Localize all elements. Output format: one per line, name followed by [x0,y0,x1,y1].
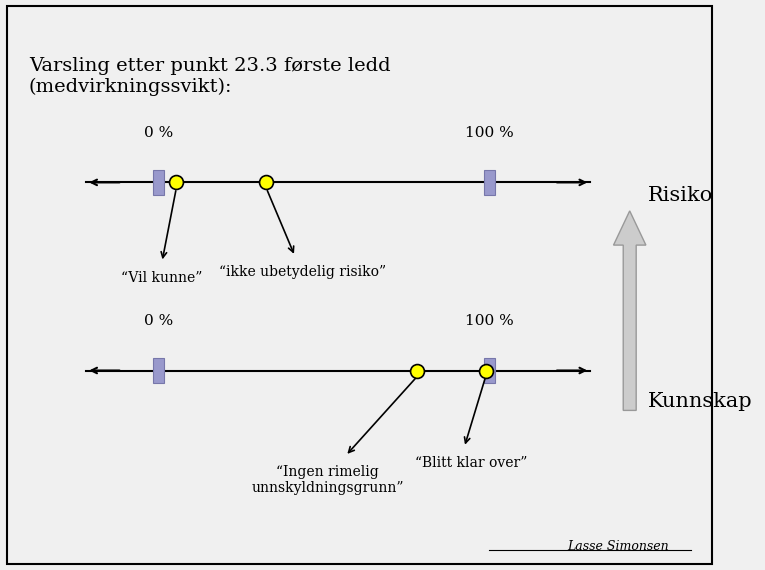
Text: 0 %: 0 % [144,314,173,328]
Bar [483,169,495,195]
Text: “Ingen rimelig
unnskyldningsgrunn”: “Ingen rimelig unnskyldningsgrunn” [251,465,404,495]
FancyArrow shape [614,211,646,410]
Text: Varsling etter punkt 23.3 første ledd
(medvirkningssvikt):: Varsling etter punkt 23.3 første ledd (m… [29,57,390,96]
Bar [483,358,495,384]
Text: Kunnskap: Kunnskap [648,392,752,412]
Text: Lasse Simonsen: Lasse Simonsen [568,540,669,553]
Text: 100 %: 100 % [465,314,514,328]
Text: 100 %: 100 % [465,125,514,140]
Text: 0 %: 0 % [144,125,173,140]
Text: Risiko: Risiko [648,186,713,205]
Bar [152,169,164,195]
Bar [152,358,164,384]
Text: “Blitt klar over”: “Blitt klar over” [415,456,528,470]
Text: “ikke ubetydelig risiko”: “ikke ubetydelig risiko” [219,265,386,279]
Text: “Vil kunne”: “Vil kunne” [121,271,203,285]
